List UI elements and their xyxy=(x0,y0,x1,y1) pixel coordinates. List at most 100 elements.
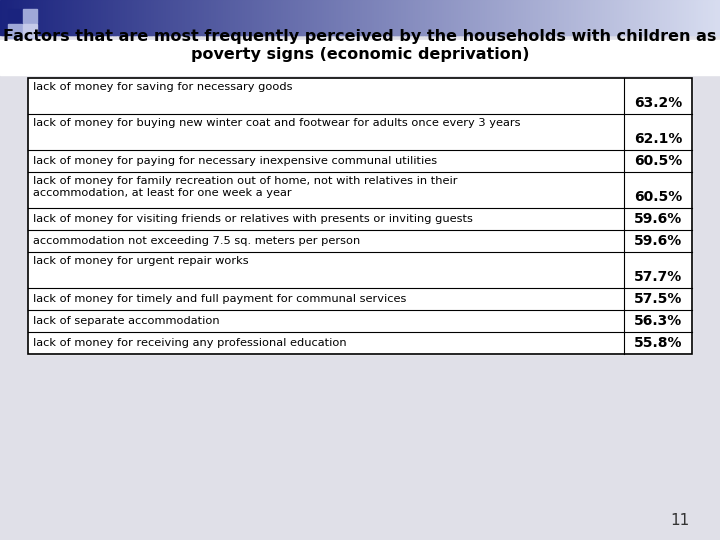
Bar xyxy=(480,0,483,35)
Text: 57.7%: 57.7% xyxy=(634,270,682,284)
Bar xyxy=(619,0,623,35)
Bar xyxy=(389,0,392,35)
Bar xyxy=(569,0,572,35)
Bar xyxy=(7,0,11,35)
Bar xyxy=(425,0,428,35)
Bar xyxy=(662,0,666,35)
Bar xyxy=(351,0,354,35)
Bar xyxy=(279,0,282,35)
Bar xyxy=(91,0,94,35)
Bar xyxy=(120,0,123,35)
Text: 55.8%: 55.8% xyxy=(634,336,683,350)
Text: accommodation not exceeding 7.5 sq. meters per person: accommodation not exceeding 7.5 sq. mete… xyxy=(33,236,360,246)
Bar xyxy=(482,0,486,35)
Bar xyxy=(675,0,678,35)
Bar xyxy=(398,0,402,35)
Bar xyxy=(2,0,6,35)
Text: lack of separate accommodation: lack of separate accommodation xyxy=(33,316,220,326)
Bar xyxy=(574,0,577,35)
Bar xyxy=(533,0,536,35)
Bar xyxy=(456,0,459,35)
Bar xyxy=(331,0,335,35)
Bar xyxy=(115,0,119,35)
Bar xyxy=(583,0,587,35)
Bar xyxy=(173,0,176,35)
Bar xyxy=(639,0,642,35)
Text: lack of money for saving for necessary goods: lack of money for saving for necessary g… xyxy=(33,82,292,92)
Bar xyxy=(369,0,373,35)
Bar xyxy=(295,0,299,35)
Bar xyxy=(495,0,498,35)
Text: poverty signs (economic deprivation): poverty signs (economic deprivation) xyxy=(191,47,529,62)
Bar xyxy=(506,0,510,35)
Bar xyxy=(343,0,346,35)
Bar xyxy=(290,0,294,35)
Bar xyxy=(624,0,627,35)
Text: 57.5%: 57.5% xyxy=(634,292,682,306)
Bar xyxy=(682,0,685,35)
Bar xyxy=(552,0,555,35)
Bar xyxy=(166,0,169,35)
Bar xyxy=(564,0,567,35)
Text: 62.1%: 62.1% xyxy=(634,132,682,146)
Bar xyxy=(423,0,426,35)
Bar xyxy=(319,0,323,35)
Bar xyxy=(576,0,580,35)
Bar xyxy=(610,0,613,35)
Bar xyxy=(101,0,104,35)
Bar xyxy=(571,0,575,35)
Bar xyxy=(415,0,418,35)
Bar xyxy=(418,0,421,35)
Text: lack of money for family recreation out of home, not with relatives in their
acc: lack of money for family recreation out … xyxy=(33,176,457,198)
Bar xyxy=(535,0,539,35)
Bar xyxy=(600,0,603,35)
Bar xyxy=(360,0,364,35)
Bar xyxy=(185,0,188,35)
Bar xyxy=(293,0,296,35)
Bar xyxy=(146,0,150,35)
Bar xyxy=(139,0,143,35)
Bar xyxy=(238,0,241,35)
Bar xyxy=(276,0,279,35)
Bar xyxy=(31,0,35,35)
Bar xyxy=(28,78,692,354)
Bar xyxy=(684,0,688,35)
Bar xyxy=(307,0,310,35)
Bar xyxy=(451,0,454,35)
Text: 11: 11 xyxy=(671,513,690,528)
Bar xyxy=(43,0,47,35)
Text: lack of money for paying for necessary inexpensive communal utilities: lack of money for paying for necessary i… xyxy=(33,156,437,166)
Bar xyxy=(502,0,505,35)
Bar xyxy=(297,0,301,35)
Bar xyxy=(60,0,63,35)
Bar xyxy=(0,0,4,35)
Bar xyxy=(187,0,191,35)
Bar xyxy=(84,0,87,35)
Bar xyxy=(288,0,292,35)
Bar xyxy=(437,0,440,35)
Bar xyxy=(245,0,248,35)
Bar xyxy=(192,0,195,35)
Bar xyxy=(511,0,515,35)
Bar xyxy=(178,0,181,35)
Bar xyxy=(686,0,690,35)
Bar xyxy=(441,0,445,35)
Bar xyxy=(0,40,720,75)
Bar xyxy=(353,0,356,35)
Bar xyxy=(434,0,438,35)
Bar xyxy=(634,0,637,35)
Bar xyxy=(63,0,66,35)
Bar xyxy=(603,0,606,35)
Bar xyxy=(338,0,342,35)
Bar xyxy=(233,0,236,35)
Bar xyxy=(38,0,42,35)
Bar xyxy=(14,0,18,35)
Bar xyxy=(653,0,656,35)
Bar xyxy=(117,0,121,35)
Bar xyxy=(396,0,400,35)
Bar xyxy=(679,0,683,35)
Bar xyxy=(99,0,102,35)
Bar xyxy=(348,0,351,35)
Bar xyxy=(420,0,423,35)
Bar xyxy=(312,0,315,35)
